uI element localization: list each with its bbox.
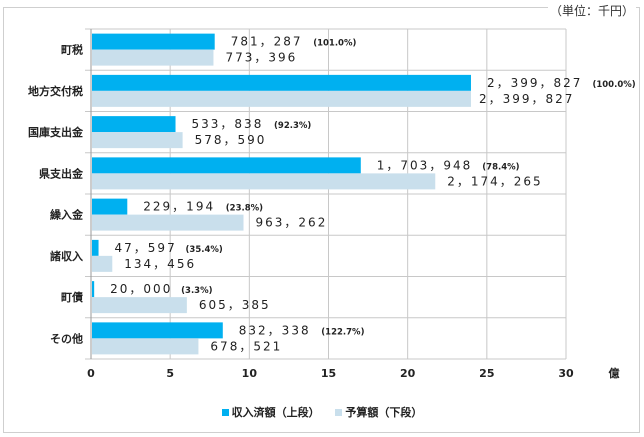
category-label: 諸収入	[50, 249, 83, 263]
category-label: 繰入金	[50, 208, 84, 222]
percent-label: (101.0%)	[313, 39, 356, 49]
legend-label-received: 収入済額（上段）	[231, 406, 320, 419]
percent-label: (122.7%)	[321, 327, 364, 337]
data-label-received: 229，194	[143, 200, 215, 214]
bar-budget	[92, 173, 436, 190]
x-unit-label: 億	[609, 366, 620, 380]
bar-budget	[92, 49, 214, 66]
x-tick-label: 0	[87, 367, 95, 380]
category-label: 町税	[61, 43, 83, 57]
bar-budget	[92, 90, 471, 107]
bar-received	[92, 281, 95, 298]
bar-budget	[92, 132, 183, 149]
data-label-received: 1，703，948	[377, 158, 472, 172]
bar-received	[92, 157, 361, 174]
category-label: 県支出金	[39, 166, 84, 180]
x-tick-label: 5	[166, 367, 174, 380]
data-label-budget: 2，174，265	[447, 174, 542, 188]
legend-item-received: 収入済額（上段）	[221, 404, 320, 420]
data-label-received: 2，399，827	[487, 76, 582, 90]
x-tick-label: 25	[479, 367, 494, 380]
bar-received	[92, 198, 128, 215]
bar-received	[92, 239, 99, 256]
unit-note: （単位：千円）	[548, 2, 637, 19]
data-label-received: 20，000	[110, 282, 172, 296]
bar-received	[92, 33, 215, 50]
bar-budget	[92, 297, 187, 314]
data-label-received: 781，287	[231, 35, 303, 49]
percent-label: (3.3%)	[181, 286, 212, 296]
x-tick-label: 30	[558, 367, 574, 380]
percent-label: (78.4%)	[482, 162, 519, 172]
x-tick-label: 20	[400, 367, 416, 380]
data-label-received: 47，597	[115, 241, 177, 255]
percent-label: (100.0%)	[592, 80, 635, 90]
x-tick-label: 15	[321, 367, 336, 380]
legend-swatch-budget	[335, 408, 343, 416]
category-label: 国庫支出金	[28, 125, 84, 139]
data-label-received: 832，338	[239, 323, 311, 337]
data-label-budget: 678，521	[210, 339, 282, 353]
x-tick-label: 10	[242, 367, 258, 380]
percent-label: (35.4%)	[186, 245, 223, 255]
data-label-budget: 605，385	[199, 298, 271, 312]
data-label-budget: 134，456	[124, 257, 196, 271]
bar-received	[92, 322, 223, 339]
data-label-budget: 773，396	[225, 51, 297, 65]
data-label-budget: 2，399，827	[479, 92, 574, 106]
bar-budget	[92, 214, 244, 231]
legend: 収入済額（上段） 予算額（下段）	[0, 404, 644, 420]
category-label: 地方交付税	[28, 84, 83, 98]
category-label: その他	[50, 331, 83, 345]
percent-label: (92.3%)	[274, 121, 311, 131]
bar-received	[92, 116, 176, 133]
bar-received	[92, 74, 471, 91]
data-label-budget: 963，262	[256, 216, 328, 230]
data-label-received: 533，838	[192, 117, 264, 131]
bar-budget	[92, 255, 113, 272]
category-label: 町債	[61, 290, 83, 304]
data-label-budget: 578，590	[195, 133, 267, 147]
legend-label-budget: 予算額（下段）	[345, 406, 423, 419]
bar-budget	[92, 338, 199, 355]
percent-label: (23.8%)	[226, 204, 263, 214]
legend-swatch-received	[221, 408, 229, 416]
legend-item-budget: 予算額（下段）	[335, 404, 422, 420]
